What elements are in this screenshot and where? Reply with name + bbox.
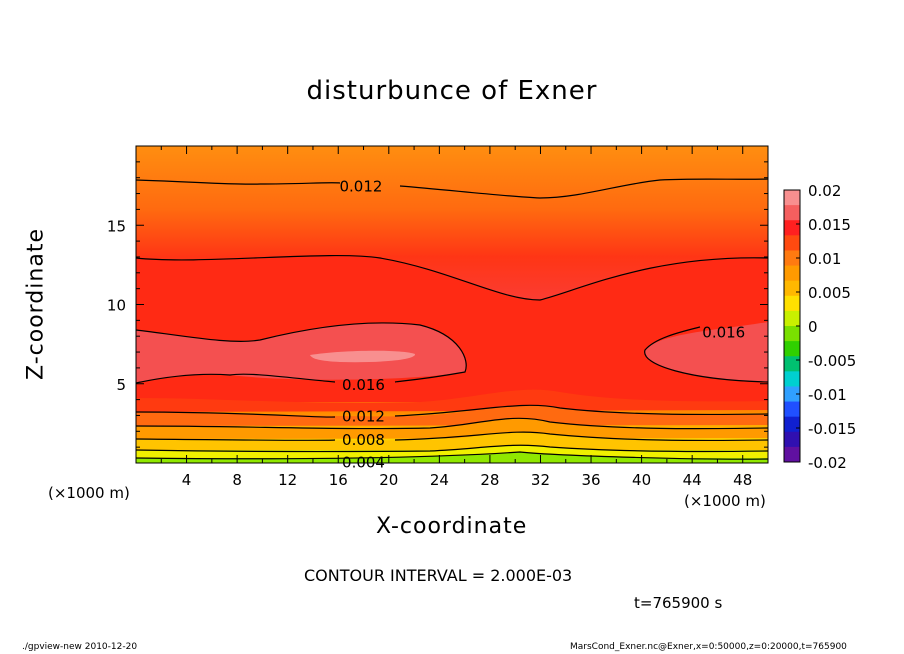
- contour-label: 0.012: [340, 178, 383, 196]
- x-unit-right: (×1000 m): [684, 492, 766, 510]
- colorbar-swatch: [784, 341, 800, 357]
- x-tick-label: 28: [480, 471, 499, 489]
- x-tick-label: 20: [379, 471, 398, 489]
- colorbar-label: -0.02: [808, 454, 847, 472]
- colorbar: 0.02 0.015 0.01 0.005 0 -0.005 -0.01 -0.015 -0.0…: [783, 182, 856, 472]
- x-tick-label: 24: [430, 471, 449, 489]
- colorbar-swatch: [784, 295, 800, 312]
- contour-line-0.010: [136, 417, 768, 430]
- colorbar-label: 0.02: [808, 182, 841, 200]
- band-0.008: [136, 418, 768, 439]
- colorbar-swatch: [784, 386, 800, 403]
- x-tick-label: 40: [632, 471, 651, 489]
- colorbar-swatch: [784, 416, 800, 433]
- contour-line-0.008: [136, 431, 768, 442]
- colorbar-swatch: [784, 280, 800, 297]
- colorbar-label: 0.015: [808, 216, 851, 234]
- footer-right: MarsCond_Exner.nc@Exner,x=0:50000,z=0:20…: [570, 642, 847, 652]
- band-0.004: [136, 445, 768, 458]
- plot-area: [136, 146, 768, 463]
- y-tick-label: 15: [107, 217, 126, 235]
- colorbar-swatch: [784, 371, 800, 387]
- colorbar-swatch: [784, 220, 800, 236]
- colorbar-swatch: [784, 205, 800, 221]
- contour-line-0.004: [136, 451, 768, 460]
- y-axis-label: Z-coordinate: [23, 228, 49, 380]
- contour-line-0.016-right: [644, 326, 768, 383]
- colorbar-label: -0.005: [808, 352, 856, 370]
- colorbar-label: -0.01: [808, 386, 847, 404]
- band-0.010: [136, 405, 768, 426]
- footer-left: ./gpview-new 2010-12-20: [22, 642, 138, 652]
- band-0.016-right: [644, 322, 768, 382]
- band-0.006: [136, 432, 768, 450]
- x-tick-label: 16: [329, 471, 348, 489]
- y-tick-label: 5: [116, 376, 126, 394]
- x-tick-label: 48: [733, 471, 752, 489]
- contour-label: 0.012: [342, 407, 385, 425]
- colorbar-swatch: [784, 265, 800, 282]
- colorbar-swatch: [784, 356, 800, 372]
- contour-label: 0.016: [342, 376, 385, 394]
- colorbar-swatch: [784, 250, 800, 267]
- x-axis-label: X-coordinate: [376, 514, 528, 539]
- contour-line-0.012-top: [136, 178, 768, 199]
- x-tick-label: 8: [232, 471, 242, 489]
- time-stamp: t=765900 s: [634, 594, 723, 612]
- y-tick-label: 10: [107, 297, 126, 315]
- x-tick-label: 12: [278, 471, 297, 489]
- colorbar-label: 0: [808, 318, 818, 336]
- x-tick-label: 36: [581, 471, 600, 489]
- band-0.002: [136, 452, 768, 463]
- colorbar-swatch: [784, 310, 800, 327]
- colorbar-label: 0.01: [808, 250, 841, 268]
- contour-line-0.016-left: [136, 322, 467, 384]
- chart-title: disturbunce of Exner: [306, 76, 598, 106]
- contour-interval-text: CONTOUR INTERVAL = 2.000E-03: [304, 566, 573, 585]
- band-0.016: [136, 322, 467, 383]
- colorbar-swatch: [784, 326, 800, 342]
- contour-line-0.014: [136, 255, 768, 301]
- colorbar-swatch: [784, 431, 800, 448]
- contour-line-0.006: [136, 444, 768, 453]
- contour-label: 0.016: [702, 323, 745, 341]
- x-tick-label: 32: [531, 471, 550, 489]
- colorbar-label: 0.005: [808, 284, 851, 302]
- colorbar-swatch: [784, 401, 800, 418]
- contour-line-0.012-low: [136, 404, 768, 418]
- colorbar-label: -0.015: [808, 420, 856, 438]
- x-unit-left: (×1000 m): [48, 484, 130, 502]
- colorbar-swatch: [784, 446, 800, 463]
- colorbar-swatch: [784, 190, 800, 206]
- band-0.018: [310, 350, 416, 363]
- colorbar-swatch: [784, 235, 800, 251]
- band-0.012: [136, 389, 768, 412]
- x-tick-label: 4: [182, 471, 192, 489]
- contour-label: 0.008: [342, 431, 385, 449]
- x-tick-label: 44: [683, 471, 702, 489]
